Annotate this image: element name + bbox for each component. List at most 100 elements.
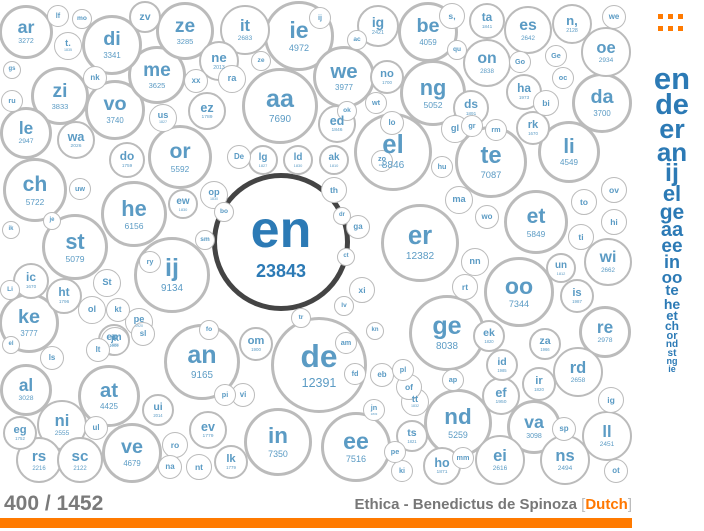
word-bubble[interactable]: is 1987 (560, 279, 594, 313)
word-bubble[interactable]: ui 2014 (142, 394, 174, 426)
word-bubble[interactable]: ki (391, 460, 413, 482)
word-bubble[interactable]: er 12382 (381, 204, 459, 282)
word-bubble[interactable]: ij 9134 (134, 237, 210, 313)
word-bubble[interactable]: ry (139, 251, 161, 273)
word-bubble[interactable]: ta 1841 (469, 3, 505, 39)
word-bubble[interactable]: we (602, 5, 626, 29)
word-bubble[interactable]: ld 1830 (283, 145, 313, 175)
word-bubble[interactable]: ig (598, 387, 624, 413)
word-bubble[interactable]: xx (184, 69, 208, 93)
sidebar-word[interactable]: ge (659, 200, 685, 224)
word-bubble[interactable]: zv (129, 1, 161, 33)
word-bubble[interactable]: or 5592 (148, 125, 212, 189)
word-bubble[interactable]: za 1966 (529, 328, 561, 360)
word-bubble[interactable]: ts 1821 (396, 420, 428, 452)
word-bubble[interactable]: rm (485, 119, 507, 141)
word-bubble[interactable]: do 1759 (109, 142, 145, 178)
sidebar-word[interactable]: ij (665, 159, 679, 188)
word-bubble[interactable]: kt (106, 298, 130, 322)
word-bubble[interactable]: wi 2662 (584, 238, 632, 286)
word-bubble[interactable]: gr (461, 115, 483, 137)
word-bubble[interactable]: ev 1779 (189, 411, 227, 449)
word-bubble[interactable]: ie 4972 (264, 1, 334, 71)
word-bubble[interactable]: ns 2494 (540, 435, 590, 485)
sidebar-word[interactable]: in (664, 252, 680, 273)
word-bubble[interactable]: lg 1827 (248, 145, 278, 175)
word-bubble[interactable]: sc 2122 (57, 437, 103, 483)
language-label[interactable]: Dutch (585, 496, 628, 513)
word-bubble[interactable]: el (2, 336, 20, 354)
sidebar-word[interactable]: ee (661, 235, 683, 257)
word-bubble[interactable]: rd 2658 (553, 347, 603, 397)
sidebar-word[interactable]: er (659, 113, 685, 144)
word-bubble[interactable]: lk 1779 (214, 445, 248, 479)
sidebar-word[interactable]: aa (660, 218, 684, 241)
word-bubble[interactable]: el 8846 (354, 113, 432, 191)
word-bubble[interactable]: ra (218, 65, 246, 93)
word-bubble[interactable]: oe 2934 (581, 27, 631, 77)
word-bubble[interactable]: hu (431, 156, 453, 178)
word-bubble[interactable]: ul (84, 416, 108, 440)
word-bubble[interactable]: nd 5259 (424, 389, 492, 457)
word-bubble[interactable]: es 2642 (504, 6, 552, 54)
word-bubble[interactable]: et 5849 (504, 190, 568, 254)
word-bubble[interactable]: xi (349, 277, 375, 303)
word-bubble[interactable]: fo (199, 320, 219, 340)
word-bubble[interactable]: ez 1789 (188, 92, 226, 130)
word-bubble[interactable]: nt (186, 454, 212, 480)
word-bubble[interactable]: ng 5052 (400, 60, 466, 126)
sidebar-word[interactable]: he (663, 296, 681, 313)
word-bubble[interactable]: sm (195, 230, 215, 250)
word-bubble[interactable]: ve 4679 (102, 423, 162, 483)
grid-dots-icon[interactable] (658, 14, 684, 42)
word-bubble[interactable]: ir 1820 (522, 367, 556, 401)
word-bubble[interactable]: aa 7690 (242, 68, 318, 144)
sidebar-word[interactable]: el (662, 180, 682, 206)
word-bubble[interactable]: ne 2013 (199, 41, 239, 81)
sidebar-word[interactable]: de (655, 88, 689, 121)
word-bubble[interactable]: da 3700 (572, 73, 632, 133)
word-bubble[interactable]: we 3977 (313, 46, 375, 108)
word-bubble[interactable]: ze 3285 (156, 2, 214, 60)
word-bubble[interactable]: pi (214, 384, 236, 406)
word-bubble[interactable]: lf (47, 5, 69, 27)
word-bubble[interactable]: ht 1796 (46, 278, 82, 314)
word-bubble[interactable]: gs (3, 61, 21, 79)
word-bubble[interactable]: wa 2026 (57, 121, 95, 159)
sidebar-word[interactable]: an (656, 136, 688, 167)
word-bubble[interactable]: lo (380, 111, 404, 135)
word-bubble[interactable]: no 1700 (370, 60, 404, 94)
word-bubble[interactable]: ic 1670 (13, 263, 49, 299)
sidebar-word[interactable]: nd (665, 339, 679, 351)
word-bubble[interactable]: ga (346, 215, 370, 239)
word-bubble[interactable]: ot (604, 459, 628, 483)
sidebar-word[interactable]: et (666, 308, 678, 324)
word-bubble[interactable]: ge 8038 (409, 295, 485, 371)
word-bubble[interactable]: ac (347, 30, 367, 50)
word-bubble[interactable]: zi 3833 (31, 67, 89, 125)
word-bubble[interactable]: ll 2451 (582, 411, 632, 461)
word-bubble[interactable]: pl (392, 359, 414, 381)
word-bubble[interactable]: ee 7516 (321, 412, 391, 482)
word-bubble[interactable]: id 1985 (486, 349, 518, 381)
word-bubble[interactable]: ro (162, 432, 188, 458)
word-bubble[interactable]: ol (78, 296, 106, 324)
word-bubble[interactable]: lt (86, 338, 110, 362)
word-bubble[interactable]: jn 1833 (363, 399, 385, 421)
word-bubble[interactable]: ls (40, 346, 64, 370)
word-bubble[interactable]: ij (309, 7, 331, 29)
word-bubble[interactable]: pe (384, 441, 406, 463)
word-bubble[interactable]: tr (291, 308, 311, 328)
word-bubble[interactable]: nn (461, 248, 489, 276)
word-bubble[interactable]: wo (475, 205, 499, 229)
word-bubble[interactable]: th (321, 177, 347, 203)
word-bubble[interactable]: vi (231, 383, 255, 407)
sidebar-word[interactable]: oo (661, 267, 683, 287)
word-bubble[interactable]: op 1830 (200, 181, 228, 209)
word-bubble[interactable]: om 1900 (239, 327, 273, 361)
word-bubble[interactable]: rk 1670 (516, 111, 550, 145)
word-bubble[interactable]: de 12391 (271, 317, 367, 413)
word-bubble[interactable]: eb (370, 363, 394, 387)
word-bubble[interactable]: te 7087 (455, 126, 527, 198)
word-bubble[interactable]: al 3028 (0, 364, 52, 416)
